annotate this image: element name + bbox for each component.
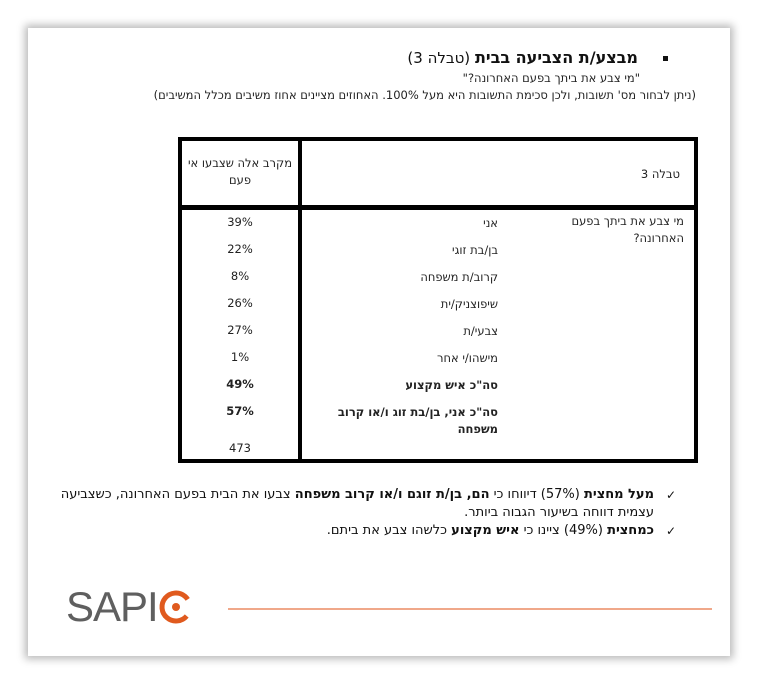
logo-divider-line — [228, 608, 712, 610]
question-text: "מי צבע את ביתך בפעם האחרונה?" — [462, 71, 640, 85]
finding-text: כלשהו צבע את ביתם. — [326, 523, 452, 538]
row-value: 27% — [227, 323, 253, 337]
finding-text: מעל מחצית — [584, 487, 654, 502]
base-n: 473 — [229, 441, 251, 455]
results-table: מקרב אלה שצבעו אי פעם טבלה 3 מי צבע את ב… — [178, 137, 698, 463]
row-label: בן/בת זוגי — [452, 243, 498, 257]
sapio-logo: SAPI — [66, 583, 194, 631]
row-label: שיפוצניק/ית — [440, 297, 498, 311]
row-label: צבעי/ת — [463, 324, 498, 338]
finding-text: כמחצית — [607, 523, 654, 538]
row-value: 49% — [226, 377, 254, 391]
findings-list: ✓ מעל מחצית (57%) דיווחו כי הם, בן/ת זוגם… — [60, 486, 680, 540]
document-page: מבצע/ת הצביעה בבית (טבלה 3) "מי צבע את ב… — [28, 28, 730, 656]
row-label: אני — [483, 216, 498, 230]
row-value: 57% — [226, 404, 254, 418]
row-value: 22% — [227, 242, 253, 256]
row-value: 1% — [230, 350, 250, 364]
row-label: סה"כ אני, בן/בת זוג ו/או קרוב משפחה — [337, 405, 498, 436]
finding-item: ✓ מעל מחצית (57%) דיווחו כי הם, בן/ת זוגם… — [60, 486, 680, 522]
column-divider — [298, 141, 302, 459]
bullet-icon — [663, 56, 668, 61]
row-label: מישהו/י אחר — [437, 351, 498, 365]
check-icon: ✓ — [665, 488, 676, 502]
row-label: קרוב/ת משפחה — [420, 270, 498, 284]
section-title: מבצע/ת הצביעה בבית (טבלה 3) — [407, 48, 638, 67]
note-text: (ניתן לבחור מס' תשובות, ולכן סכימת התשוב… — [153, 88, 696, 102]
row-label: סה"כ איש מקצוע — [405, 378, 498, 392]
finding-text: הם, בן/ת זוגם ו/או קרוב משפחה — [294, 487, 490, 502]
finding-text: איש מקצוע — [451, 523, 520, 538]
row-value: 8% — [230, 269, 250, 283]
finding-item: ✓ כמחצית (49%) ציינו כי איש מקצוע כלשהו צ… — [60, 522, 680, 540]
table-label: טבלה 3 — [640, 167, 680, 181]
logo-o-icon — [159, 590, 193, 624]
header-divider — [182, 205, 694, 210]
finding-text: צבעו את הבית בפעם האחרונה, כשצביעה עצמית… — [60, 487, 654, 520]
row-value: 39% — [227, 215, 253, 229]
finding-text: (49%) ציינו כי — [519, 523, 608, 538]
column-header: מקרב אלה שצבעו אי פעם — [187, 156, 293, 187]
check-icon: ✓ — [665, 524, 676, 538]
row-value: 26% — [227, 296, 253, 310]
finding-text: (57%) דיווחו כי — [489, 487, 584, 502]
table-question: מי צבע את ביתך בפעם האחרונה? — [571, 214, 684, 245]
